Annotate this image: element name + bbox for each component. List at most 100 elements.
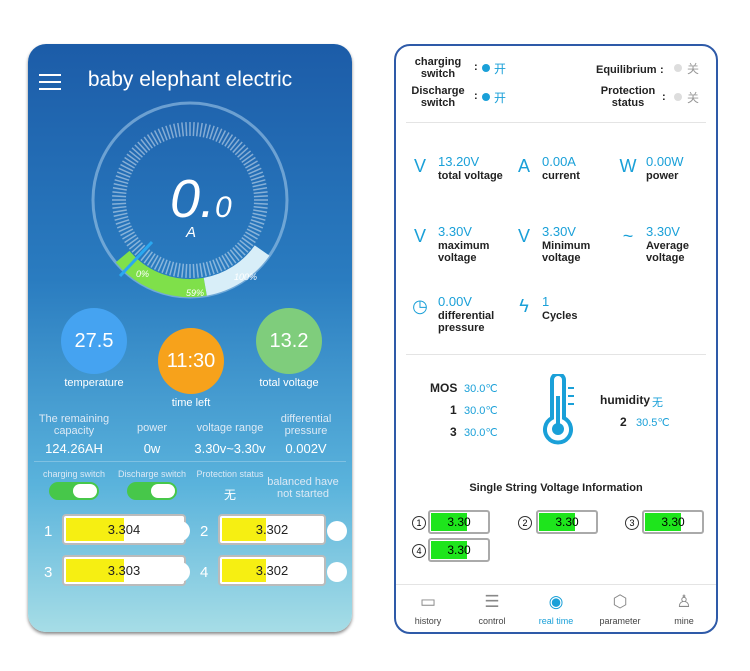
cell-value: 3.30: [555, 515, 579, 529]
balance-status: balanced have not started: [267, 476, 339, 500]
cell-battery: 3.304: [62, 514, 186, 545]
stat-label: power: [137, 422, 167, 434]
temp-value: 30.0℃: [464, 405, 498, 417]
cell-index: 1: [44, 523, 53, 540]
metric-label: Cycles: [542, 310, 578, 322]
cell-battery: 3.302: [218, 555, 326, 586]
cell-value: 3.304: [107, 522, 141, 537]
temp-label: 1: [450, 403, 457, 417]
stat-value: 124.26AH: [45, 441, 103, 456]
metric-icon: A: [517, 156, 530, 176]
gauge-track: [203, 245, 270, 296]
time-left-label: time left: [171, 397, 211, 409]
status-dot[interactable]: [674, 64, 682, 72]
metric-label: Average voltage: [646, 240, 690, 264]
metric-label: differential pressure: [438, 310, 495, 334]
status-label: charging switch: [414, 56, 462, 80]
status-dot[interactable]: [482, 64, 490, 72]
metric-value: 3.30V: [542, 224, 576, 239]
metric-label: maximum voltage: [438, 240, 490, 264]
cell-battery: 3.30: [642, 510, 704, 534]
thermometer-icon: [543, 374, 574, 445]
stat-label: The remaining capacity: [38, 413, 110, 437]
divider: [406, 122, 706, 123]
gauge-mark: 0%: [136, 269, 149, 279]
nav-icon[interactable]: ▭: [419, 592, 437, 611]
divider: [406, 354, 706, 355]
nav-icon[interactable]: ◉: [548, 592, 564, 611]
phone-right: charging switch : 开 Discharge switch : 开…: [394, 44, 718, 634]
metric-value: 3.30V: [646, 224, 680, 239]
gauge-mark: 100%: [234, 272, 257, 282]
gauge-value: 0.0: [170, 168, 232, 230]
nav-label[interactable]: parameter: [599, 616, 641, 626]
time-left-value: 11:30: [158, 328, 224, 394]
status-dot[interactable]: [482, 93, 490, 101]
temp-label: 3: [450, 425, 457, 439]
charging-toggle[interactable]: [49, 482, 99, 500]
status-value: 关: [687, 62, 700, 76]
nav-icon[interactable]: ♙: [676, 592, 692, 611]
cell-index: 4: [200, 564, 209, 581]
divider: [34, 461, 346, 462]
cell-knob: [170, 521, 190, 541]
stat-label: voltage range: [196, 422, 264, 434]
gauge-value-main: 0.: [170, 169, 216, 229]
discharge-toggle[interactable]: [127, 482, 177, 500]
metric-value: 0.00A: [542, 154, 576, 169]
metric-value: 3.30V: [438, 224, 472, 239]
metric-icon: ~: [622, 226, 634, 246]
nav-label[interactable]: control: [478, 616, 506, 626]
cell-battery: 3.302: [218, 514, 326, 545]
cell-index: 3: [44, 564, 53, 581]
app-title: baby elephant electric: [87, 68, 293, 91]
gauge-mark: 59%: [186, 288, 204, 298]
metric-label: power: [646, 170, 679, 182]
switch-label: Discharge switch: [117, 469, 187, 479]
status-label: Equilibrium: [596, 64, 657, 76]
nav-label[interactable]: mine: [674, 616, 694, 626]
nav-icon[interactable]: ⬡: [612, 592, 628, 611]
phone-left: 0% 59% 100% baby elephant electric 0.0 A…: [28, 44, 352, 632]
metric-icon: W: [619, 156, 637, 176]
cell-value: 3.30: [661, 515, 685, 529]
cell-index: 2: [518, 516, 532, 530]
stat-label: differential pressure: [280, 413, 332, 437]
metric-icon: V: [413, 156, 426, 176]
status-value: 关: [687, 91, 700, 105]
cell-value: 3.302: [255, 522, 289, 537]
temperature-label: temperature: [64, 377, 124, 389]
menu-icon[interactable]: [39, 74, 61, 90]
temp-label: 2: [620, 415, 627, 429]
total-voltage-value: 13.2: [256, 308, 322, 374]
temp-value: 30.0℃: [464, 383, 498, 395]
protection-value: 无: [223, 488, 236, 502]
cell-battery: 3.30: [536, 510, 598, 534]
temp-label: MOS: [430, 381, 458, 395]
cell-value: 3.302: [255, 563, 289, 578]
separator: :: [660, 64, 664, 76]
status-value: 开: [494, 91, 507, 105]
separator: :: [662, 91, 666, 103]
separator: :: [474, 90, 478, 102]
cells-title: Single String Voltage Information: [469, 482, 643, 494]
cell-knob: [327, 521, 347, 541]
metric-label: current: [542, 170, 580, 182]
humidity-label: humidity: [600, 393, 650, 407]
nav-divider: [396, 584, 716, 585]
cell-battery: 3.30: [428, 538, 490, 562]
cell-index: 1: [412, 516, 426, 530]
nav-icon[interactable]: ☰: [484, 592, 500, 611]
cell-battery: 3.303: [62, 555, 186, 586]
stat-value: 3.30v~3.30v: [194, 441, 266, 456]
gauge-needle: [118, 240, 154, 278]
nav-label[interactable]: real time: [538, 616, 574, 626]
metric-icon: V: [413, 226, 426, 246]
status-dot[interactable]: [674, 93, 682, 101]
cell-value: 3.30: [447, 543, 471, 557]
nav-label[interactable]: history: [414, 616, 442, 626]
cell-value: 3.303: [107, 563, 141, 578]
cell-knob: [327, 562, 347, 582]
gauge-ticks: [112, 122, 268, 278]
switch-label: charging switch: [42, 469, 106, 479]
